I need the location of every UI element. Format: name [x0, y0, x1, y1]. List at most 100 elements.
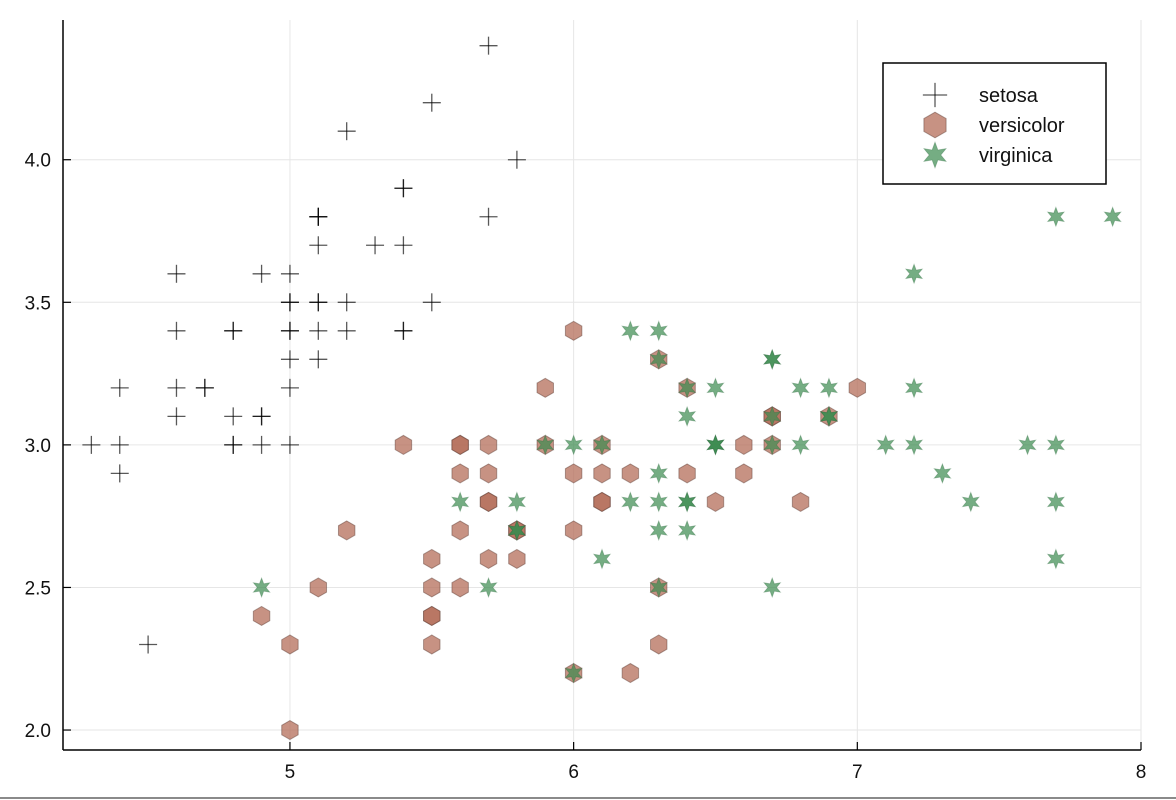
- virginica-point: [1046, 491, 1066, 513]
- setosa-point: [139, 635, 158, 654]
- setosa-point: [167, 321, 186, 340]
- versicolor-point: [479, 548, 498, 570]
- setosa-point: [337, 122, 356, 141]
- virginica-point: [649, 320, 668, 342]
- versicolor-point: [564, 463, 583, 484]
- legend-cross-icon: [922, 82, 948, 108]
- virginica-point: [592, 434, 612, 456]
- virginica-point: [564, 434, 583, 456]
- versicolor-point: [423, 577, 441, 598]
- virginica-point: [621, 320, 640, 342]
- setosa-point: [280, 293, 299, 312]
- legend-label: versicolor: [979, 115, 1065, 137]
- setosa-point: [479, 207, 498, 226]
- versicolor-point: [479, 491, 498, 512]
- versicolor-point: [423, 605, 441, 627]
- versicolor-point: [735, 434, 753, 455]
- setosa-point: [394, 236, 413, 255]
- y-tick-label: 4.0: [25, 151, 51, 172]
- setosa-point: [366, 236, 385, 255]
- legend-label: setosa: [979, 85, 1039, 107]
- x-tick-label: 8: [1136, 762, 1147, 783]
- virginica-point: [677, 519, 697, 542]
- virginica-point: [1018, 434, 1037, 456]
- y-tick-label: 3.5: [25, 293, 51, 314]
- virginica-point: [961, 491, 981, 513]
- x-tick-label: 6: [568, 762, 579, 783]
- virginica-point: [677, 405, 697, 428]
- legend: setosa versicolor virginica: [882, 62, 1107, 185]
- axes: 5 6 7 8 2.0 2.5 3.0 3.5 4.0: [25, 20, 1147, 783]
- versicolor-point: [848, 377, 867, 398]
- virginica-point: [1046, 548, 1066, 570]
- versicolor-point: [508, 548, 526, 570]
- virginica-point: [479, 576, 498, 599]
- virginica-point: [933, 462, 952, 485]
- x-tick-label: 5: [285, 762, 296, 783]
- setosa-point: [224, 321, 243, 340]
- legend-item-versicolor: versicolor: [923, 111, 1065, 139]
- virginica-point: [592, 548, 612, 570]
- setosa-point: [167, 264, 186, 283]
- versicolor-point: [479, 434, 498, 455]
- virginica-point: [507, 519, 527, 542]
- virginica-point: [649, 519, 668, 542]
- setosa-point: [167, 378, 186, 397]
- versicolor-point: [451, 520, 469, 541]
- setosa-point: [337, 321, 356, 340]
- virginica-point: [621, 491, 640, 513]
- setosa-point: [280, 350, 299, 369]
- virginica-point: [677, 377, 697, 399]
- setosa-point: [309, 207, 328, 226]
- versicolor-point: [309, 577, 328, 598]
- virginica-point: [677, 491, 697, 513]
- versicolor-point: [394, 434, 413, 455]
- virginica-point: [706, 377, 725, 399]
- setosa-point: [110, 378, 129, 397]
- virginica-point: [819, 377, 839, 399]
- y-tick-label: 3.0: [25, 436, 51, 457]
- versicolor-point: [252, 605, 271, 627]
- x-tick-label: 7: [852, 762, 863, 783]
- versicolor-point: [593, 491, 611, 512]
- setosa-point: [422, 293, 441, 312]
- setosa-point: [309, 321, 328, 340]
- versicolor-point: [423, 548, 441, 570]
- virginica-point: [762, 348, 782, 370]
- versicolor-point: [564, 320, 583, 341]
- versicolor-point: [423, 634, 441, 655]
- setosa-point: [507, 150, 526, 169]
- virginica-point: [762, 576, 782, 599]
- versicolor-point: [451, 434, 469, 455]
- setosa-point: [167, 407, 186, 426]
- setosa-point: [394, 321, 413, 340]
- setosa-point: [224, 435, 243, 454]
- setosa-point: [280, 264, 299, 283]
- legend-box: [882, 62, 1107, 185]
- virginica-point: [1046, 206, 1066, 228]
- virginica-point: [791, 434, 810, 456]
- versicolor-point: [281, 719, 299, 741]
- virginica-point: [876, 434, 895, 456]
- virginica-point: [536, 434, 555, 456]
- virginica-point: [762, 405, 782, 428]
- y-tick-label: 2.0: [25, 721, 51, 742]
- setosa-point: [252, 435, 271, 454]
- data-points: [82, 36, 1122, 741]
- setosa-point: [337, 293, 356, 312]
- versicolor-point: [621, 463, 640, 484]
- virginica-point: [904, 263, 924, 285]
- virginica-point: [252, 576, 271, 599]
- setosa-point: [309, 350, 328, 369]
- setosa-point: [252, 407, 271, 426]
- legend-star-icon: [922, 141, 948, 169]
- legend-label: virginica: [979, 145, 1053, 167]
- virginica-point: [791, 377, 810, 399]
- setosa-point: [195, 378, 214, 397]
- versicolor-point: [678, 463, 696, 484]
- series-setosa: [82, 36, 526, 654]
- setosa-point: [280, 321, 299, 340]
- virginica-point: [649, 348, 668, 370]
- versicolor-point: [451, 577, 469, 598]
- setosa-point: [394, 179, 413, 198]
